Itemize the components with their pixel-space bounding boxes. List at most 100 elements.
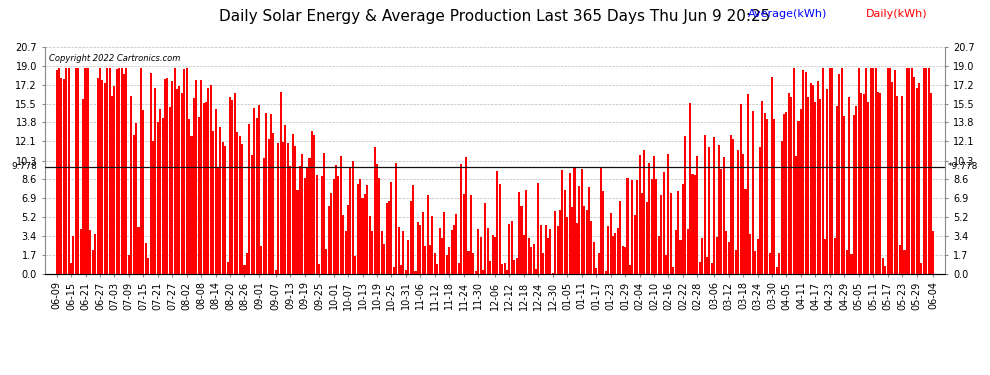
Bar [133,135,135,274]
Bar [492,235,494,274]
Bar [487,228,489,274]
Bar [176,89,178,274]
Bar [376,164,378,274]
Bar [287,143,289,274]
Bar [874,68,876,274]
Bar [121,68,123,274]
Bar [544,225,546,274]
Bar [460,164,462,274]
Bar [605,271,607,274]
Bar [118,68,120,274]
Bar [417,222,419,274]
Text: 9.778: 9.778 [12,162,38,171]
Bar [735,250,737,274]
Bar [699,262,701,274]
Bar [778,252,780,274]
Bar [756,239,758,274]
Bar [178,86,180,274]
Bar [229,98,231,274]
Bar [817,81,819,274]
Bar [143,111,145,274]
Bar [576,223,578,274]
Bar [246,253,248,274]
Bar [711,262,713,274]
Bar [843,116,845,274]
Bar [215,109,217,274]
Bar [800,109,802,274]
Bar [894,70,896,274]
Bar [390,182,392,274]
Bar [106,68,108,274]
Bar [248,124,250,274]
Bar [841,68,842,274]
Bar [198,117,200,274]
Bar [665,255,667,274]
Bar [154,88,156,274]
Bar [55,70,57,274]
Bar [217,166,219,274]
Bar [533,244,535,274]
Bar [641,193,643,274]
Bar [657,236,659,274]
Bar [768,254,770,274]
Bar [70,263,72,274]
Bar [921,263,923,274]
Bar [328,206,330,274]
Bar [422,211,424,274]
Bar [670,194,672,274]
Bar [393,267,395,274]
Bar [347,205,349,274]
Bar [475,271,477,274]
Bar [457,263,460,274]
Bar [749,234,751,274]
Bar [790,97,792,274]
Bar [166,78,168,274]
Bar [84,68,86,274]
Bar [472,254,474,274]
Bar [453,225,455,274]
Bar [465,157,467,274]
Bar [343,215,345,274]
Bar [889,68,891,274]
Bar [602,191,605,274]
Bar [865,68,867,274]
Bar [292,134,294,274]
Bar [815,102,817,274]
Bar [378,178,380,274]
Bar [241,144,244,274]
Bar [716,237,718,274]
Bar [412,184,414,274]
Bar [742,154,744,274]
Bar [432,216,434,274]
Bar [403,231,405,274]
Bar [284,125,286,274]
Bar [354,256,356,274]
Bar [850,254,852,274]
Bar [913,77,915,274]
Bar [289,166,291,274]
Bar [624,248,626,274]
Bar [301,154,303,274]
Bar [195,81,197,274]
Bar [338,176,340,274]
Bar [867,102,869,274]
Bar [395,163,397,274]
Text: Daily(kWh): Daily(kWh) [866,9,928,20]
Bar [857,68,859,274]
Bar [677,191,679,274]
Bar [250,155,252,274]
Bar [655,178,657,274]
Bar [450,230,452,274]
Bar [573,167,575,274]
Bar [140,68,142,274]
Bar [564,190,566,274]
Bar [151,141,154,274]
Bar [164,79,166,274]
Bar [884,266,886,274]
Bar [615,233,617,274]
Bar [911,68,913,274]
Bar [504,262,506,274]
Bar [255,118,257,274]
Bar [535,269,537,274]
Bar [173,68,175,274]
